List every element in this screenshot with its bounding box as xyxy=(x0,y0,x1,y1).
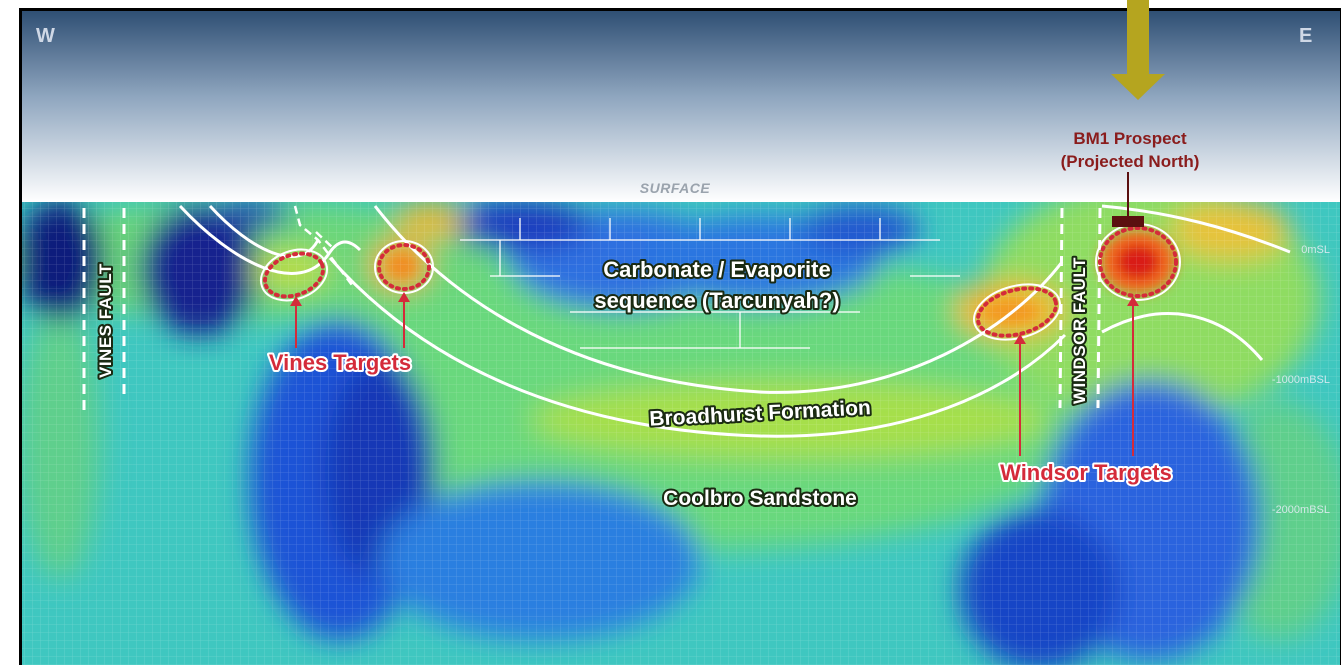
depth-label-0: 0mSL xyxy=(1301,244,1330,256)
windsor-targets-label: Windsor Targets xyxy=(1000,460,1172,485)
compass-west: W xyxy=(36,25,55,47)
minor-faults xyxy=(293,205,353,286)
surface-label: SURFACE xyxy=(640,180,711,196)
windsor-fault-label: WINDSOR FAULT xyxy=(1070,257,1089,404)
carbonate-label-line2: sequence (Tarcunyah?) xyxy=(594,288,839,313)
windsor-pointer-arrow-2 xyxy=(1127,296,1139,306)
bm1-prospect-marker xyxy=(1112,216,1144,227)
carbonate-pattern xyxy=(460,218,960,349)
formation-boundaries xyxy=(178,204,1291,438)
projection-arrow-icon xyxy=(1111,0,1165,100)
windsor-fault xyxy=(1058,207,1102,409)
vines-targets-label: Vines Targets xyxy=(269,350,411,375)
sky-band xyxy=(22,11,1340,202)
target-rings xyxy=(262,226,1178,338)
carbonate-label-line1: Carbonate / Evaporite xyxy=(603,257,830,282)
target-pointers xyxy=(295,295,1134,456)
depth-label-1000: -1000mBSL xyxy=(1272,374,1330,386)
windsor-pointer-arrow-1 xyxy=(1014,334,1026,344)
vines-fault-label: VINES FAULT xyxy=(96,263,115,378)
vines-target-ring-1 xyxy=(262,251,326,299)
vines-pointer-arrow-2 xyxy=(398,292,410,302)
vines-pointer-arrow-1 xyxy=(290,296,302,306)
coolbro-label: Coolbro Sandstone xyxy=(663,487,857,510)
vines-target-ring-2 xyxy=(377,243,431,291)
bm1-prospect-label-line1: BM1 Prospect xyxy=(1073,129,1187,148)
windsor-target-ring-1 xyxy=(975,286,1059,338)
depth-label-2000: -2000mBSL xyxy=(1272,504,1330,516)
model-section xyxy=(22,202,1340,665)
vines-fault xyxy=(82,208,126,412)
compass-east: E xyxy=(1299,25,1312,47)
windsor-target-ring-2 xyxy=(1098,226,1178,298)
bm1-prospect-label-line2: (Projected North) xyxy=(1061,152,1200,171)
